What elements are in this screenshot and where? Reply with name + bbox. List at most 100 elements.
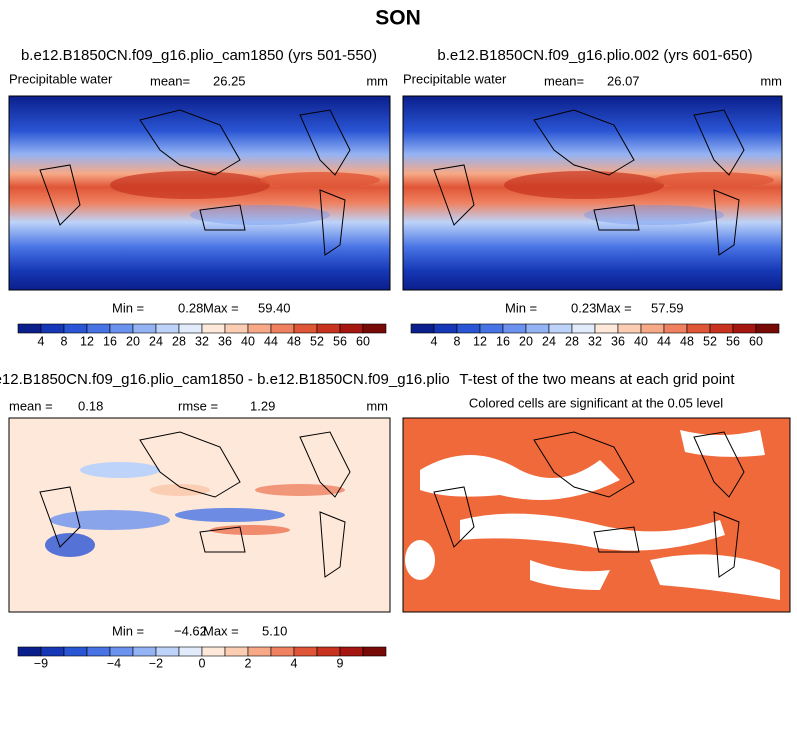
colorbar-label: 56 <box>333 334 347 348</box>
mean-label: mean= <box>544 73 584 88</box>
panel-title: T-test of the two means at each grid poi… <box>459 371 735 388</box>
colorbar-label: 56 <box>726 334 740 348</box>
colorbar-swatch <box>709 323 734 334</box>
colorbar-label: 36 <box>611 334 625 348</box>
map <box>8 95 391 291</box>
colorbar-labels: −9 −4 −2 0 2 4 9 <box>34 656 344 670</box>
colorbar-swatch <box>86 646 111 657</box>
colorbar-label: −4 <box>107 656 121 670</box>
colorbar-swatch <box>339 646 364 657</box>
colorbar-label: 4 <box>431 334 438 348</box>
max-label: Max = <box>203 300 239 315</box>
colorbar: 4 8 12 16 20 24 28 32 36 40 44 48 52 56 60 <box>17 323 387 348</box>
rmse-label: rmse = <box>178 398 218 413</box>
colorbar-swatch <box>155 646 180 657</box>
min: 0.28 <box>178 300 203 315</box>
min-label: Min = <box>112 623 144 638</box>
colorbar-swatch <box>548 323 573 334</box>
colorbar-swatch <box>224 646 249 657</box>
colorbar-swatch <box>686 323 711 334</box>
colorbar-label: 16 <box>103 334 117 348</box>
colorbar-label: 0 <box>199 656 206 670</box>
figure-title: SON <box>375 7 421 30</box>
colorbar-label: −2 <box>149 656 163 670</box>
colorbar-swatch <box>40 646 65 657</box>
colorbar-swatch <box>109 323 134 334</box>
colorbar-label: 48 <box>680 334 694 348</box>
colorbar-label: 48 <box>287 334 301 348</box>
colorbar-swatch <box>663 323 688 334</box>
colorbar-label: 12 <box>80 334 94 348</box>
mean-label: mean = <box>9 398 53 413</box>
colorbar-swatch <box>109 646 134 657</box>
map <box>402 417 791 613</box>
max-label: Max = <box>596 300 632 315</box>
colorbar-swatch <box>339 323 364 334</box>
colorbar-swatch <box>63 323 88 334</box>
colorbar-label: 24 <box>149 334 163 348</box>
mean-label: mean= <box>150 73 190 88</box>
colorbar-swatch <box>17 646 42 657</box>
colorbar-label: 20 <box>126 334 140 348</box>
panel-title: b.e12.B1850CN.f09_g16.plio_cam1850 - b.e… <box>0 371 479 388</box>
colorbar-label: 2 <box>245 656 252 670</box>
colorbar-label: 36 <box>218 334 232 348</box>
mean: 26.25 <box>213 73 246 88</box>
colorbar-swatch <box>732 323 757 334</box>
colorbar-swatch <box>201 646 226 657</box>
max: 5.10 <box>262 623 287 638</box>
colorbar-swatch <box>132 646 157 657</box>
colorbar-swatch <box>224 323 249 334</box>
colorbar-swatch <box>362 323 387 334</box>
colorbar-label: 44 <box>264 334 278 348</box>
colorbar-swatch <box>247 646 272 657</box>
colorbar-swatch <box>502 323 527 334</box>
colorbar-label: −9 <box>34 656 48 670</box>
min: 0.23 <box>571 300 596 315</box>
mean: 26.07 <box>607 73 640 88</box>
colorbar-swatch <box>270 646 295 657</box>
colorbar-label: 60 <box>356 334 370 348</box>
colorbar-swatch <box>479 323 504 334</box>
colorbar-label: 8 <box>454 334 461 348</box>
colorbar-label: 28 <box>172 334 186 348</box>
colorbar-label: 24 <box>542 334 556 348</box>
colorbar-swatch <box>201 323 226 334</box>
rmse: 1.29 <box>250 398 275 413</box>
colorbar-label: 60 <box>749 334 763 348</box>
colorbar-swatch <box>617 323 642 334</box>
colorbar-swatch <box>640 323 665 334</box>
colorbar-swatch <box>755 323 780 334</box>
colorbar-swatch <box>132 323 157 334</box>
colorbar-label: 52 <box>310 334 324 348</box>
colorbar-swatch <box>40 323 65 334</box>
colorbar-swatch <box>247 323 272 334</box>
panel-title: b.e12.B1850CN.f09_g16.plio.002 (yrs 601-… <box>437 47 752 64</box>
colorbar-swatch <box>17 323 42 334</box>
colorbar-label: 12 <box>473 334 487 348</box>
mean: 0.18 <box>78 398 103 413</box>
colorbar-label: 40 <box>634 334 648 348</box>
colorbar-swatch <box>316 323 341 334</box>
min-label: Min = <box>505 300 537 315</box>
colorbar: 4 8 12 16 20 24 28 32 36 40 44 48 52 56 60 <box>410 323 780 348</box>
colorbar-swatch <box>410 323 435 334</box>
colorbar-swatch <box>293 646 318 657</box>
colorbar-label: 32 <box>588 334 602 348</box>
max: 59.40 <box>258 300 291 315</box>
colorbar-swatch <box>433 323 458 334</box>
colorbar-label: 44 <box>657 334 671 348</box>
map <box>402 95 783 291</box>
colorbar-swatch <box>594 323 619 334</box>
max: 57.59 <box>651 300 684 315</box>
colorbar-swatch <box>155 323 180 334</box>
units: mm <box>760 73 782 88</box>
colorbar <box>17 646 387 657</box>
colorbar-label: 32 <box>195 334 209 348</box>
panel-subtitle: Colored cells are significant at the 0.0… <box>469 395 723 410</box>
colorbar-label: 4 <box>38 334 45 348</box>
colorbar-swatch <box>456 323 481 334</box>
colorbar-swatch <box>525 323 550 334</box>
colorbar-swatch <box>86 323 111 334</box>
